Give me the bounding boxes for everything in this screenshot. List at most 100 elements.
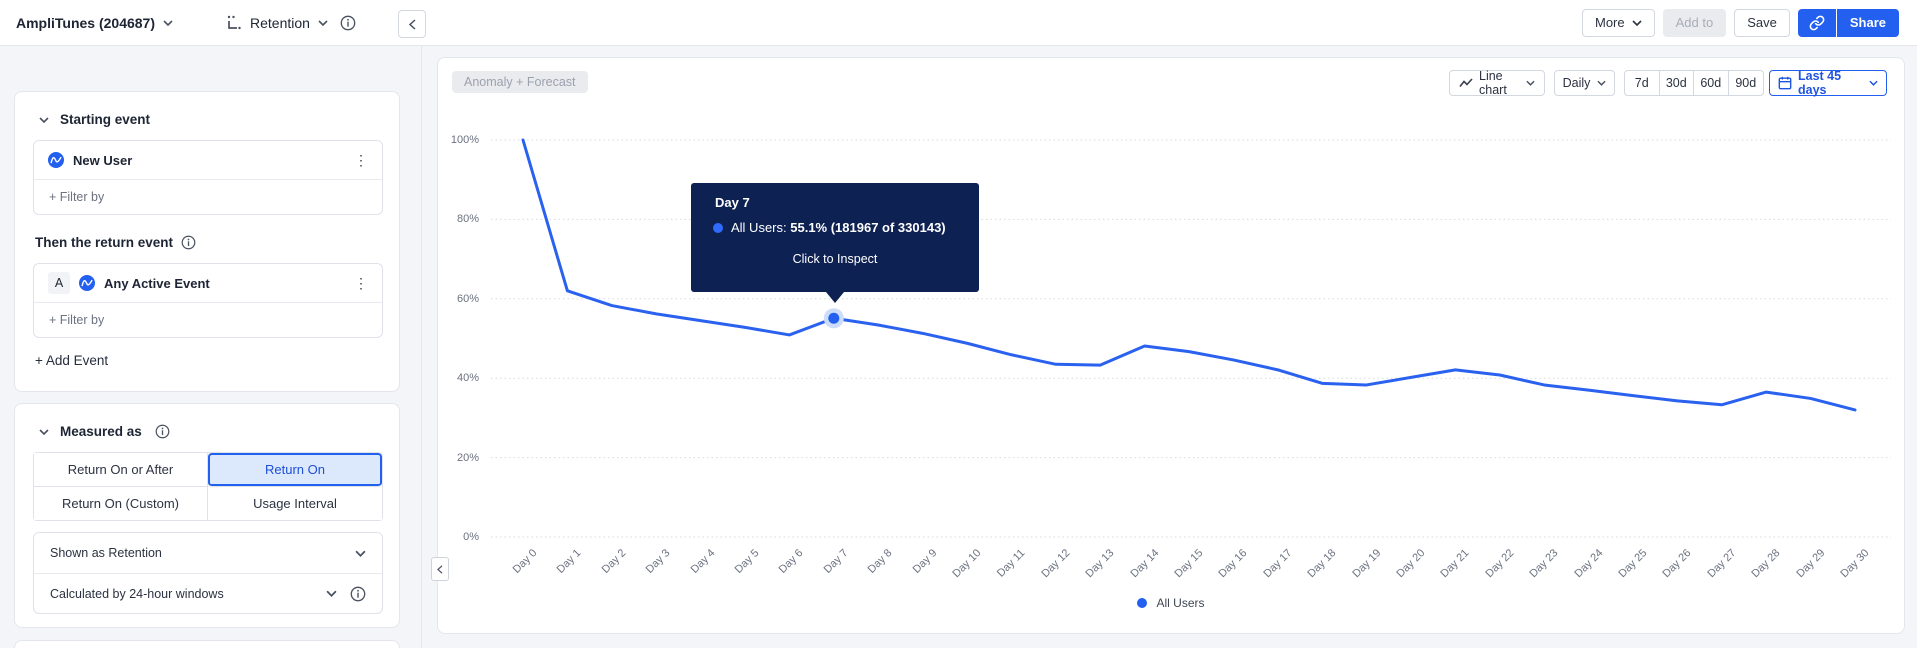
share-divider: [1835, 8, 1837, 37]
calculated-by-label: Calculated by 24-hour windows: [50, 586, 224, 601]
anomaly-forecast-button[interactable]: Anomaly + Forecast: [452, 71, 588, 93]
link-icon: [1809, 15, 1825, 31]
chevron-down-icon: [39, 428, 49, 435]
range-60d[interactable]: 60d: [1694, 71, 1729, 95]
range-30d[interactable]: 30d: [1660, 71, 1694, 95]
tooltip-click-to-inspect[interactable]: Click to Inspect: [792, 252, 878, 266]
amplitude-event-icon: [79, 275, 95, 291]
starting-event-header[interactable]: Starting event: [39, 112, 150, 127]
chart-type-dropdown[interactable]: Line chart: [1449, 69, 1545, 97]
y-axis-label: 20%: [456, 451, 479, 464]
info-icon[interactable]: [181, 235, 196, 250]
event-label: Any Active Event: [104, 275, 210, 291]
return-event-header: Then the return event: [35, 235, 196, 250]
y-axis-label: 60%: [456, 292, 479, 305]
top-bar: AmpliTunes (204687) Retention: [0, 0, 1917, 46]
top-bar-actions: More Add to Save Sha: [1582, 8, 1899, 37]
highlighted-point[interactable]: [828, 312, 840, 324]
calculated-by-dropdown[interactable]: Calculated by 24-hour windows: [34, 573, 382, 613]
collapse-sidebar-button[interactable]: [398, 10, 426, 38]
retention-chart-icon: [225, 14, 242, 31]
measured-as-header[interactable]: Measured as: [39, 424, 170, 439]
chart-type-label: Line chart: [1479, 69, 1507, 97]
y-axis-label: 80%: [456, 213, 479, 226]
measured-as-option[interactable]: Return On or After: [34, 453, 208, 487]
chart-card: Anomaly + Forecast Line chart Daily 7d 30…: [431, 57, 1905, 634]
filter-by-label: + Filter by: [49, 190, 105, 204]
measured-as-panel: Measured as Return On or After Return On R…: [14, 403, 400, 628]
retention-settings-card: Shown as Retention Calculated by 24-hour…: [33, 532, 383, 614]
chevron-down-icon: [1526, 80, 1535, 86]
info-icon[interactable]: [340, 15, 356, 31]
y-axis-label: 40%: [456, 372, 479, 385]
add-to-button[interactable]: Add to: [1662, 8, 1727, 37]
analysis-type-dropdown[interactable]: Retention: [250, 15, 328, 31]
legend-label: All Users: [1156, 596, 1205, 610]
tooltip-series-label: All Users: 55.1% (181967 of 330143): [731, 220, 946, 235]
kebab-menu-icon[interactable]: ⋮: [354, 275, 368, 291]
kebab-menu-icon[interactable]: ⋮: [354, 152, 368, 168]
chevron-down-icon: [1597, 80, 1607, 86]
date-range-dropdown[interactable]: Last 45 days: [1769, 69, 1887, 97]
event-row-new-user[interactable]: New User ⋮: [34, 141, 382, 180]
share-button[interactable]: Share: [1836, 8, 1899, 37]
section-title: Measured as: [60, 424, 142, 439]
range-90d[interactable]: 90d: [1735, 76, 1757, 90]
shown-as-dropdown[interactable]: Shown as Retention: [34, 533, 382, 573]
y-axis-label: 100%: [450, 134, 479, 146]
tooltip-day-label: Day 7: [715, 195, 750, 210]
all-users-line[interactable]: [521, 138, 1857, 412]
add-to-label: Add to: [1675, 15, 1714, 30]
chart-tooltip: Day 7 All Users: 55.1% (181967 of 330143…: [691, 183, 979, 303]
sidebar-divider: [421, 46, 422, 648]
chevron-down-icon: [39, 116, 49, 123]
series-dot-icon: [713, 222, 723, 233]
save-label: Save: [1747, 15, 1777, 30]
filter-by-button[interactable]: + Filter by: [34, 303, 382, 337]
more-label: More: [1595, 15, 1625, 30]
section-title: Then the return event: [35, 235, 174, 250]
next-panel-peek: [14, 640, 400, 648]
chevron-down-icon: [355, 550, 366, 557]
starting-event-card: New User ⋮ + Filter by: [33, 140, 383, 215]
section-title: Starting event: [60, 112, 151, 127]
line-chart-icon: [1459, 77, 1473, 89]
chevron-down-icon: [326, 590, 337, 597]
filter-by-button[interactable]: + Filter by: [34, 180, 382, 214]
chart-legend[interactable]: All Users: [438, 596, 1904, 610]
project-switcher[interactable]: AmpliTunes (204687): [16, 15, 173, 31]
chevron-down-icon: [163, 19, 173, 26]
y-axis-label: 0%: [463, 531, 479, 543]
chevron-down-icon: [318, 19, 328, 26]
shown-as-label: Shown as Retention: [50, 546, 162, 560]
project-name: AmpliTunes (204687): [16, 14, 156, 31]
legend-dot-icon: [1137, 598, 1148, 608]
event-badge: A: [48, 272, 70, 294]
range-7d[interactable]: 7d: [1625, 71, 1660, 95]
share-group: Share: [1797, 8, 1899, 37]
granularity-dropdown[interactable]: Daily: [1554, 70, 1615, 96]
chevron-down-icon: [1632, 19, 1642, 26]
event-label: New User: [73, 152, 133, 168]
return-event-card: A Any Active Event ⋮ + Filter by: [33, 263, 383, 338]
tooltip-value: 55.1% (181967 of 330143): [790, 220, 946, 235]
chart-scroll-left-button[interactable]: [431, 557, 449, 581]
measured-as-option[interactable]: Return On: [208, 453, 382, 487]
date-range-label: Last 45 days: [1798, 69, 1842, 97]
starting-event-panel: Starting event New User ⋮ + Filter by Th…: [14, 91, 400, 392]
info-icon[interactable]: [155, 424, 170, 439]
more-button[interactable]: More: [1582, 8, 1655, 37]
copy-link-button[interactable]: [1797, 8, 1836, 37]
analysis-type-label: Retention: [250, 14, 310, 31]
event-row-any-active-event[interactable]: A Any Active Event ⋮: [34, 264, 382, 303]
analysis-group: Retention: [225, 14, 356, 31]
measured-as-option[interactable]: Usage Interval: [208, 486, 382, 520]
calendar-icon: [1778, 76, 1792, 90]
tooltip-series-row: All Users: 55.1% (181967 of 330143): [713, 220, 946, 235]
add-event-button[interactable]: + Add Event: [35, 353, 109, 368]
amplitude-event-icon: [48, 152, 64, 168]
save-button[interactable]: Save: [1734, 8, 1790, 37]
measured-as-option[interactable]: Return On (Custom): [34, 486, 208, 520]
info-icon[interactable]: [350, 586, 366, 602]
